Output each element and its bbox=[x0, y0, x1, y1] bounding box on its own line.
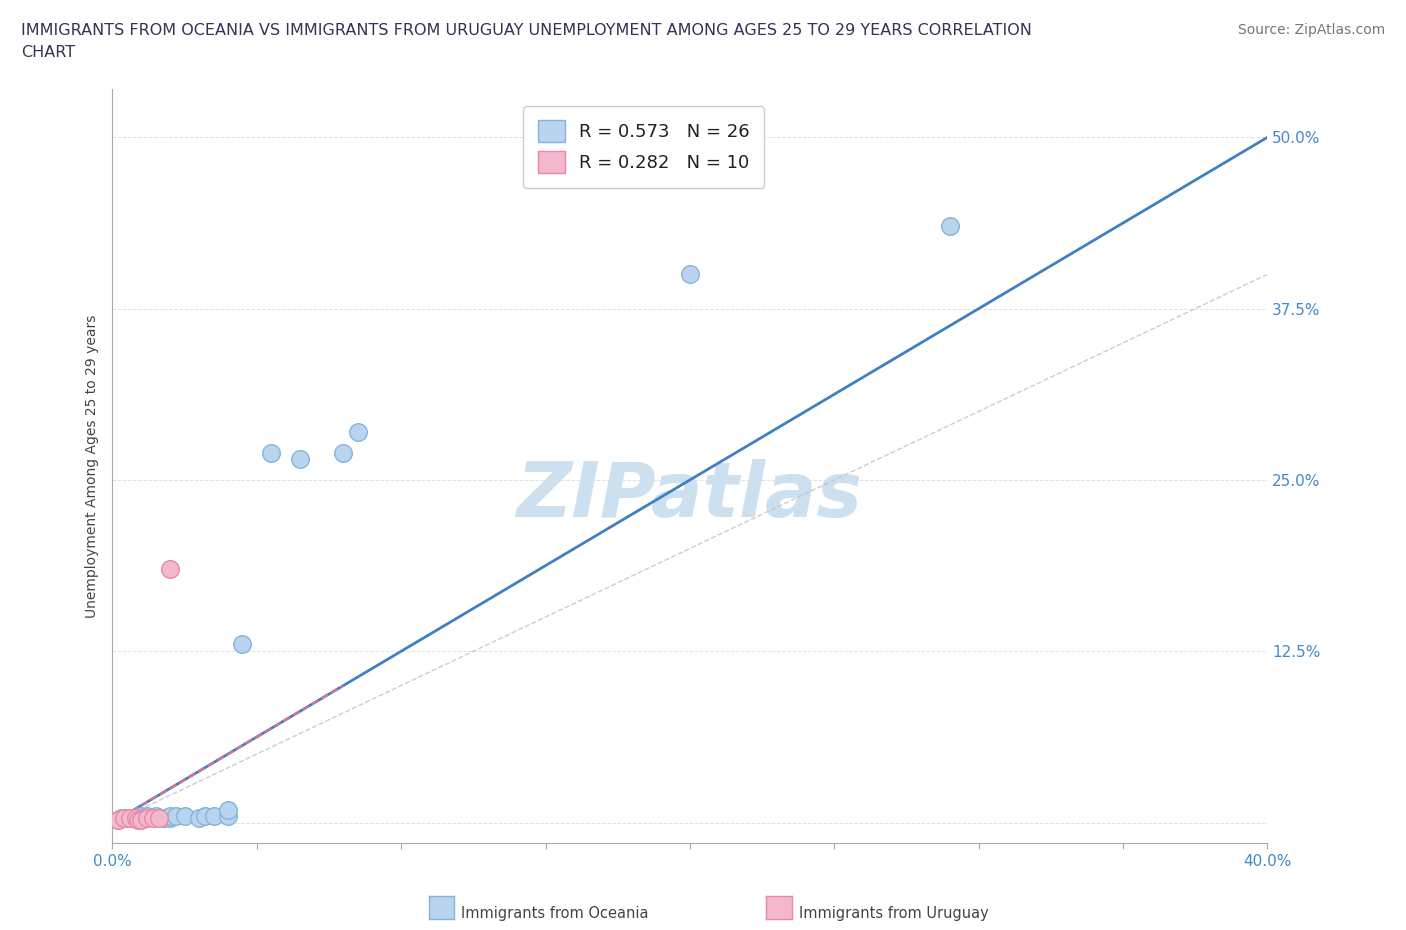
Point bbox=[202, 808, 225, 823]
Point bbox=[136, 811, 159, 826]
Point bbox=[165, 808, 187, 823]
Point bbox=[118, 811, 141, 826]
Point bbox=[347, 424, 370, 439]
Point bbox=[115, 811, 138, 826]
Point bbox=[939, 219, 962, 233]
Point bbox=[159, 562, 181, 577]
Text: Immigrants from Uruguay: Immigrants from Uruguay bbox=[799, 906, 988, 921]
Text: Source: ZipAtlas.com: Source: ZipAtlas.com bbox=[1237, 23, 1385, 37]
Point bbox=[145, 808, 167, 823]
Point bbox=[231, 637, 253, 652]
Point bbox=[127, 812, 149, 827]
Text: IMMIGRANTS FROM OCEANIA VS IMMIGRANTS FROM URUGUAY UNEMPLOYMENT AMONG AGES 25 TO: IMMIGRANTS FROM OCEANIA VS IMMIGRANTS FR… bbox=[21, 23, 1032, 60]
Point bbox=[288, 452, 311, 467]
Point bbox=[131, 812, 153, 827]
Point bbox=[679, 267, 702, 282]
Point bbox=[136, 808, 159, 823]
Point bbox=[188, 811, 211, 826]
Point bbox=[110, 811, 132, 826]
Point bbox=[131, 811, 153, 826]
Point bbox=[142, 811, 165, 826]
Point bbox=[124, 811, 146, 826]
Point bbox=[260, 445, 283, 460]
Text: ZIPatlas: ZIPatlas bbox=[517, 459, 863, 534]
Point bbox=[124, 811, 146, 826]
Point bbox=[159, 808, 181, 823]
Point bbox=[217, 808, 239, 823]
Point bbox=[131, 808, 153, 823]
Text: Immigrants from Oceania: Immigrants from Oceania bbox=[461, 906, 648, 921]
Point bbox=[107, 812, 129, 827]
Legend: R = 0.573   N = 26, R = 0.282   N = 10: R = 0.573 N = 26, R = 0.282 N = 10 bbox=[523, 106, 765, 188]
Point bbox=[194, 808, 217, 823]
Y-axis label: Unemployment Among Ages 25 to 29 years: Unemployment Among Ages 25 to 29 years bbox=[86, 314, 100, 618]
Point bbox=[332, 445, 354, 460]
Point bbox=[153, 811, 176, 826]
Point bbox=[121, 811, 143, 826]
Point bbox=[159, 811, 181, 826]
Point bbox=[107, 812, 129, 827]
Point bbox=[217, 803, 239, 817]
Point bbox=[148, 811, 170, 826]
Point bbox=[173, 808, 195, 823]
Point bbox=[112, 811, 135, 826]
